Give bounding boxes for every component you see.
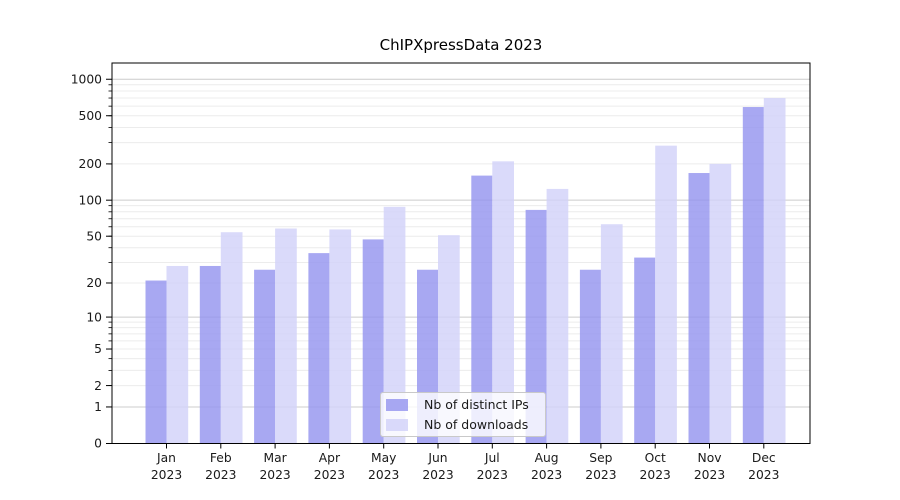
chart-title: ChIPXpressData 2023 (379, 36, 543, 54)
bar-downloads-dec (763, 98, 786, 444)
y-tick-label: 1 (94, 400, 102, 414)
legend-item: Nb of downloads (386, 416, 545, 433)
x-tick-label-year: 2023 (205, 468, 236, 482)
bar-downloads-apr (329, 229, 352, 444)
bar-distinct-ips-may (362, 239, 384, 444)
bar-downloads-may (383, 206, 406, 444)
bar-downloads-jun (438, 235, 460, 444)
x-tick-label-month: Mar (263, 451, 287, 465)
bar-downloads-jan (166, 265, 189, 444)
bar-distinct-ips-dec (742, 107, 764, 444)
x-tick-label-year: 2023 (748, 468, 779, 482)
x-tick-label-month: Jun (427, 451, 447, 465)
bar-distinct-ips-aug (525, 209, 547, 444)
x-tick-label-month: Sep (589, 451, 612, 465)
y-tick-label: 5 (94, 342, 102, 356)
plot-border (111, 62, 811, 444)
x-tick-label-month: Nov (698, 451, 722, 465)
y-tick-label: 50 (86, 229, 102, 243)
x-tick-label-month: May (371, 451, 396, 465)
x-axis: Jan 2023 Feb 2023 Mar 2023 Apr 2023 May 2023 Jun 20… (151, 443, 779, 482)
y-tick-label: 500 (79, 109, 102, 123)
bar-distinct-ips-jul (471, 175, 493, 444)
legend-item: Nb of distinct IPs (386, 396, 545, 413)
bar-downloads-nov (709, 163, 732, 444)
y-tick-label: 100 (79, 193, 102, 207)
x-tick-label-year: 2023 (259, 468, 290, 482)
x-tick-label-month: Jan (156, 451, 176, 465)
x-tick-label-month: Jul (484, 451, 500, 465)
bar-downloads-sep (600, 224, 623, 444)
bar-downloads-mar (275, 228, 297, 444)
x-tick-label-year: 2023 (477, 468, 508, 482)
bar-downloads-feb (220, 232, 243, 444)
x-tick-label-year: 2023 (694, 468, 725, 482)
legend: Nb of distinct IPs Nb of downloads (380, 392, 546, 437)
bars (145, 98, 786, 444)
bar-distinct-ips-jan (145, 280, 167, 444)
bar-distinct-ips-sep (579, 269, 601, 444)
y-axis: 0 1 2 5 10 20 50 100 200 500 1000 (71, 72, 112, 451)
bar-downloads-oct (655, 145, 677, 444)
bar-distinct-ips-mar (254, 269, 276, 444)
x-tick-label-month: Aug (535, 451, 559, 465)
y-tick-label: 10 (86, 310, 102, 324)
y-tick-label: 2 (94, 379, 102, 393)
bar-downloads-aug (546, 188, 569, 444)
x-tick-label-year: 2023 (585, 468, 616, 482)
bar-downloads-jul (492, 161, 514, 444)
x-tick-label-year: 2023 (368, 468, 399, 482)
legend-swatch (386, 398, 408, 411)
bar-distinct-ips-nov (688, 173, 710, 444)
x-tick-label-month: Oct (645, 451, 666, 465)
x-tick-label-year: 2023 (314, 468, 345, 482)
x-tick-label-year: 2023 (422, 468, 453, 482)
x-tick-label-month: Dec (752, 451, 776, 465)
y-tick-label: 0 (94, 437, 102, 451)
bar-distinct-ips-oct (634, 257, 656, 444)
y-tick-label: 200 (79, 157, 102, 171)
bar-distinct-ips-feb (199, 265, 221, 444)
legend-label: Nb of distinct IPs (424, 397, 529, 412)
x-tick-label-month: Feb (210, 451, 232, 465)
bar-distinct-ips-apr (308, 253, 330, 444)
legend-swatch (386, 418, 408, 431)
x-tick-label-year: 2023 (151, 468, 182, 482)
x-tick-label-month: Apr (319, 451, 341, 465)
x-tick-label-year: 2023 (640, 468, 671, 482)
y-tick-label: 20 (86, 276, 102, 290)
x-tick-label-year: 2023 (531, 468, 562, 482)
legend-label: Nb of downloads (424, 417, 529, 432)
y-tick-label: 1000 (71, 72, 102, 86)
